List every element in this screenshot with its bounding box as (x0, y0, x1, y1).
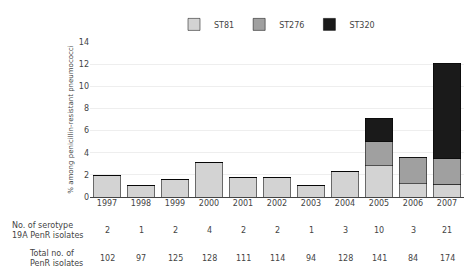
svg-text:174: 174 (440, 254, 455, 263)
svg-text:2: 2 (105, 226, 110, 235)
svg-text:12: 12 (79, 60, 89, 69)
svg-text:ST276: ST276 (279, 21, 304, 30)
svg-text:102: 102 (100, 254, 115, 263)
svg-text:ST320: ST320 (349, 21, 374, 30)
svg-text:Total no. ofPenR isolates: Total no. ofPenR isolates (29, 249, 83, 268)
svg-text:2006: 2006 (403, 199, 423, 208)
svg-text:2003: 2003 (301, 199, 321, 208)
svg-text:84: 84 (408, 254, 418, 263)
svg-text:% among penicillin-resistant p: % among penicillin-resistant pneumococci (67, 45, 75, 193)
svg-text:2000: 2000 (199, 199, 219, 208)
svg-text:2: 2 (275, 226, 280, 235)
svg-text:97: 97 (136, 254, 146, 263)
svg-text:6: 6 (84, 126, 89, 135)
svg-text:2007: 2007 (437, 199, 457, 208)
svg-text:10: 10 (79, 82, 89, 91)
svg-text:2001: 2001 (233, 199, 253, 208)
svg-text:1999: 1999 (165, 199, 185, 208)
svg-text:111: 111 (236, 254, 251, 263)
svg-text:125: 125 (168, 254, 183, 263)
svg-text:ST81: ST81 (214, 21, 234, 30)
svg-text:2002: 2002 (267, 199, 287, 208)
svg-text:0: 0 (84, 193, 89, 202)
svg-text:2: 2 (84, 171, 89, 180)
svg-text:2: 2 (241, 226, 246, 235)
svg-text:14: 14 (79, 38, 89, 47)
svg-text:1: 1 (309, 226, 314, 235)
svg-text:1998: 1998 (131, 199, 151, 208)
svg-text:1: 1 (139, 226, 144, 235)
svg-text:8: 8 (84, 104, 89, 113)
svg-text:3: 3 (411, 226, 416, 235)
svg-text:2005: 2005 (369, 199, 389, 208)
svg-text:21: 21 (442, 226, 452, 235)
svg-text:2: 2 (173, 226, 178, 235)
svg-text:3: 3 (343, 226, 348, 235)
svg-text:No. of serotype19A PenR isolat: No. of serotype19A PenR isolates (12, 221, 83, 240)
svg-text:1997: 1997 (97, 199, 117, 208)
svg-text:141: 141 (372, 254, 387, 263)
svg-text:114: 114 (270, 254, 285, 263)
svg-text:2004: 2004 (335, 199, 355, 208)
svg-text:4: 4 (207, 226, 212, 235)
svg-text:128: 128 (202, 254, 217, 263)
svg-text:10: 10 (374, 226, 384, 235)
svg-text:4: 4 (84, 149, 89, 158)
svg-text:94: 94 (306, 254, 316, 263)
svg-text:128: 128 (338, 254, 353, 263)
